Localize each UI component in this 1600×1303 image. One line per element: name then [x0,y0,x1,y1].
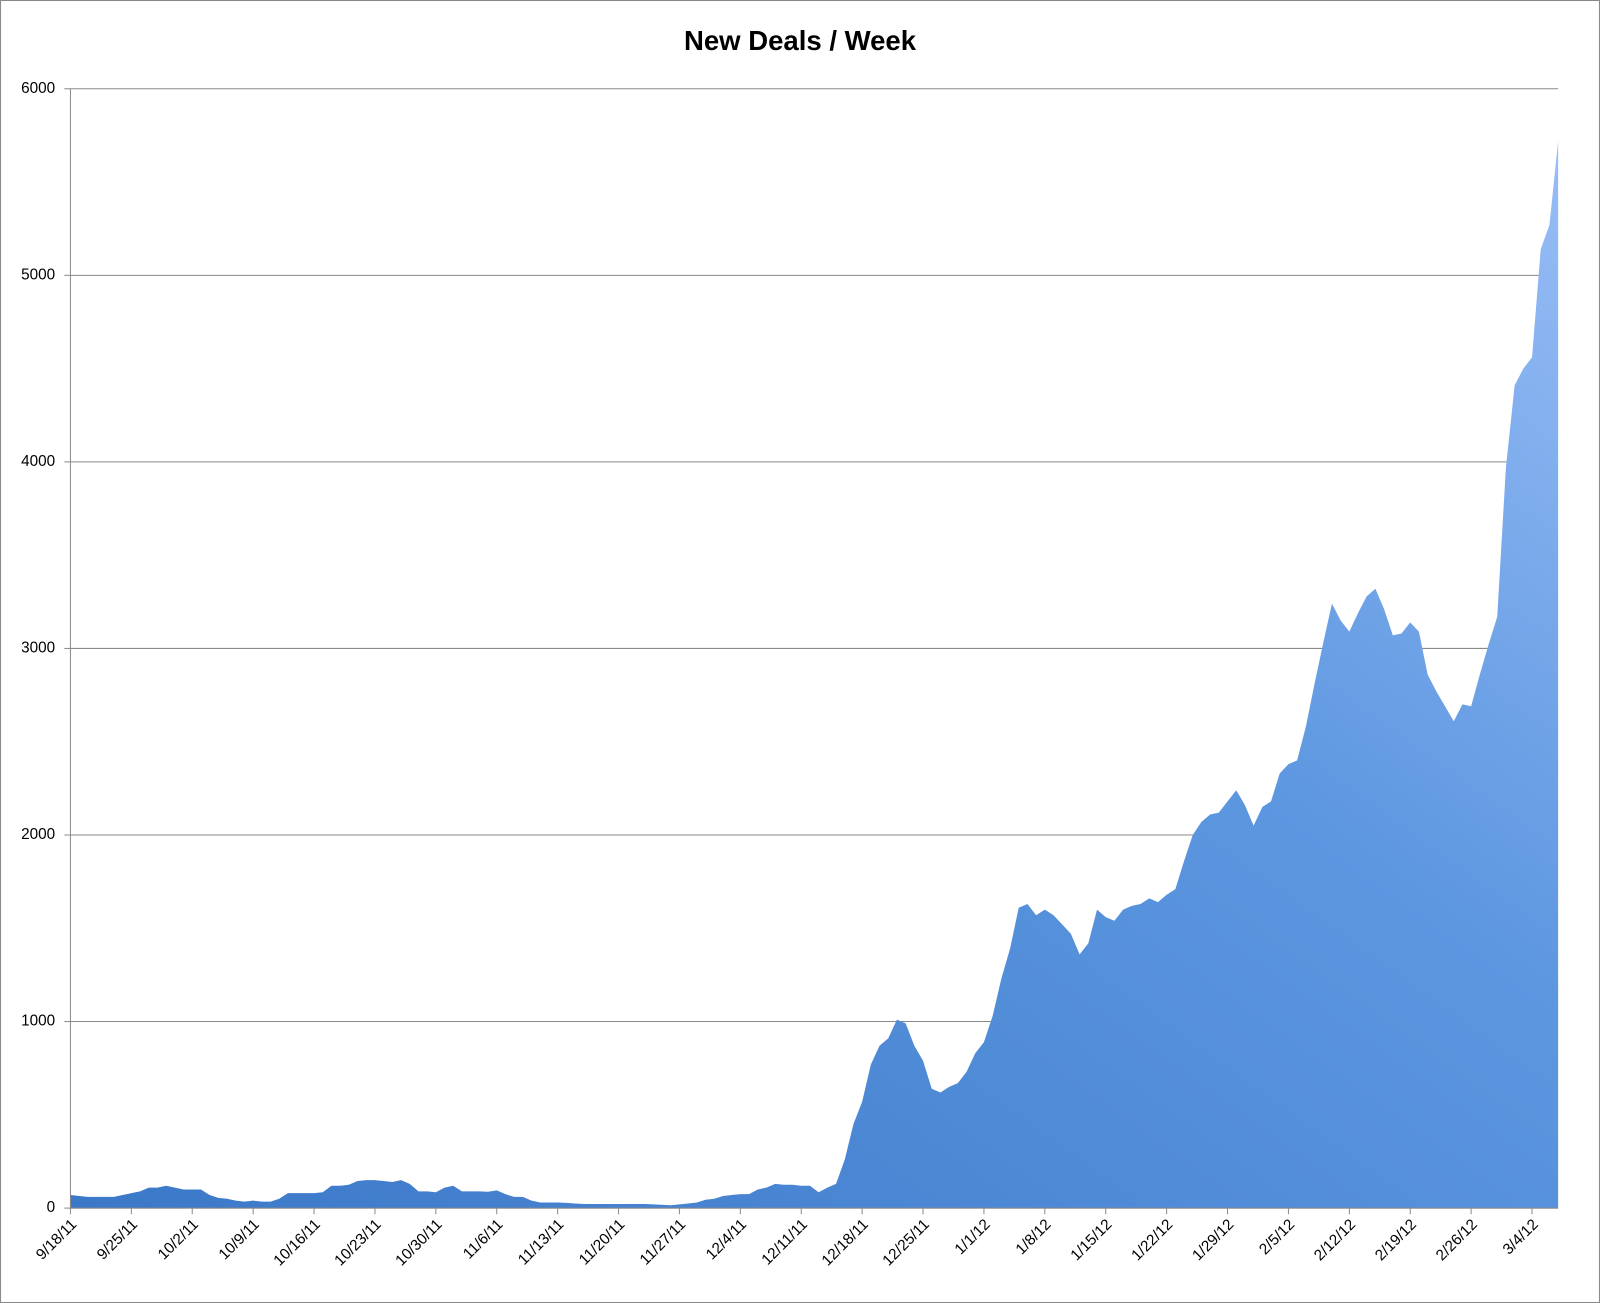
area [70,141,1559,1209]
y-tick-label: 0 [47,1199,56,1216]
y-tick-label: 3000 [21,639,55,656]
y-tick-label: 1000 [21,1013,55,1030]
y-tick-label: 6000 [21,80,55,97]
y-tick-label: 4000 [21,453,55,470]
y-tick-label: 2000 [21,826,55,843]
chart-title: New Deals / Week [684,25,917,56]
y-tick-label: 5000 [21,266,55,283]
